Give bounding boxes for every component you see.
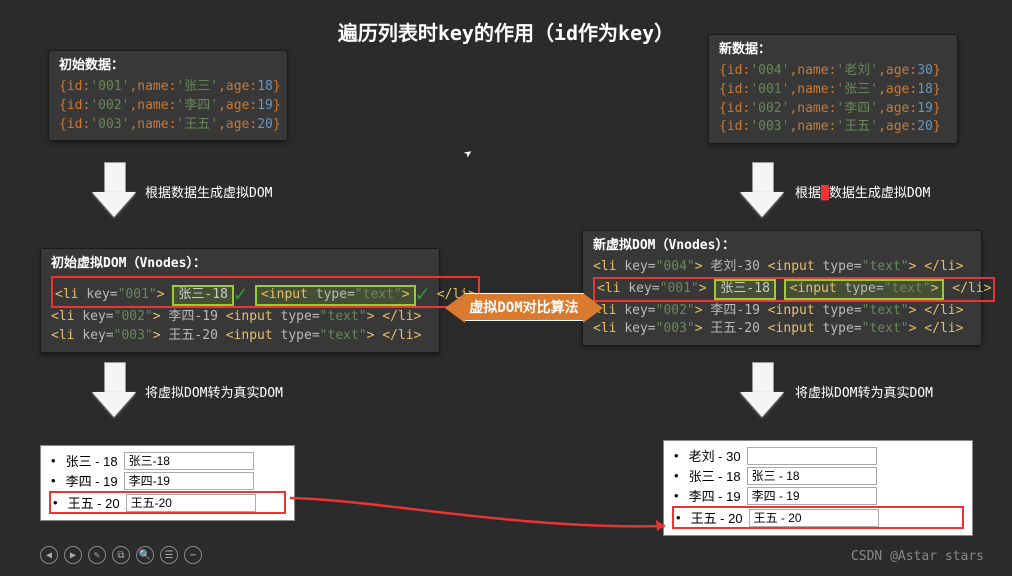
toolbar-button[interactable]: ✎ [88, 546, 106, 564]
real-dom-left: 张三 - 18李四 - 19王五 - 20 [40, 445, 295, 521]
watermark: CSDN @Astar stars [851, 549, 984, 564]
init-vdom-box: 初始虚拟DOM（Vnodes）：<li key="001"> 张三-18✓ <i… [40, 248, 440, 353]
arrow-label: 将虚拟DOM转为真实DOM [795, 382, 933, 401]
bi-direction-arrow: 虚拟DOM对比算法 [464, 293, 584, 321]
arrow-label: 根据█数据生成虚拟DOM [795, 182, 930, 201]
text-input[interactable] [749, 509, 879, 527]
bottom-toolbar: ◀ ▶ ✎ ⧉ 🔍 ☰ ⋯ [40, 546, 202, 564]
init-data-box: 初始数据：{id:'001',name:'张三',age:18}{id:'002… [48, 50, 288, 141]
text-input[interactable] [747, 487, 877, 505]
list-item: 张三 - 18 [674, 466, 962, 485]
arrow-label: 将虚拟DOM转为真实DOM [145, 382, 283, 401]
new-vdom-box: 新虚拟DOM（Vnodes）：<li key="004"> 老刘-30 <inp… [582, 230, 982, 346]
text-input[interactable] [126, 494, 256, 512]
list-item: 王五 - 20 [49, 491, 286, 514]
down-arrow-icon [92, 362, 137, 422]
toolbar-button[interactable]: 🔍 [136, 546, 154, 564]
toolbar-button[interactable]: ⋯ [184, 546, 202, 564]
list-item: 王五 - 20 [672, 506, 964, 529]
list-item: 老刘 - 30 [674, 446, 962, 465]
new-data-box: 新数据：{id:'004',name:'老刘',age:30}{id:'001'… [708, 34, 958, 144]
real-dom-right: 老刘 - 30张三 - 18李四 - 19王五 - 20 [663, 440, 973, 536]
text-input[interactable] [747, 447, 877, 465]
list-item: 张三 - 18 [51, 451, 284, 470]
list-item: 李四 - 19 [674, 486, 962, 505]
text-input[interactable] [124, 452, 254, 470]
list-item: 李四 - 19 [51, 471, 284, 490]
down-arrow-icon [740, 362, 785, 422]
mouse-cursor-icon: ➤ [461, 145, 477, 163]
arrow-label: 根据数据生成虚拟DOM [145, 182, 272, 201]
down-arrow-icon [92, 162, 137, 222]
down-arrow-icon [740, 162, 785, 222]
text-input[interactable] [124, 472, 254, 490]
toolbar-button[interactable]: ⧉ [112, 546, 130, 564]
toolbar-button[interactable]: ◀ [40, 546, 58, 564]
page-title: 遍历列表时key的作用（id作为key） [338, 17, 674, 46]
toolbar-button[interactable]: ☰ [160, 546, 178, 564]
toolbar-button[interactable]: ▶ [64, 546, 82, 564]
text-input[interactable] [747, 467, 877, 485]
